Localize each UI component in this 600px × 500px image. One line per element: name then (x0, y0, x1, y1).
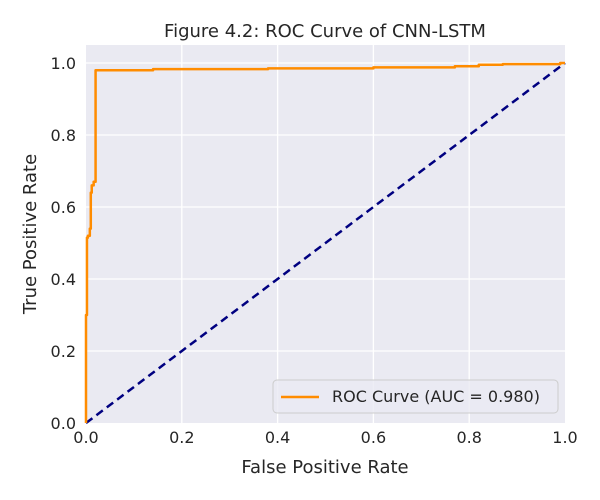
y-tick-label: 0.4 (51, 270, 76, 289)
legend-label-roc: ROC Curve (AUC = 0.980) (332, 387, 540, 406)
y-tick-label: 0.0 (51, 414, 76, 433)
roc-curve-line (84, 61, 565, 423)
y-axis-label: True Positive Rate (20, 154, 41, 315)
x-tick-label: 0.0 (73, 428, 98, 447)
y-tick-label: 0.2 (51, 342, 76, 361)
x-tick-label: 0.4 (265, 428, 290, 447)
x-tick-label: 0.2 (169, 428, 194, 447)
series-layer (84, 61, 566, 424)
x-tick-label: 0.8 (456, 428, 481, 447)
chart-title: Figure 4.2: ROC Curve of CNN-LSTM (164, 21, 486, 42)
legend-box (272, 379, 559, 414)
y-tick-label: 0.8 (51, 126, 76, 145)
x-axis-ticks: 0.0 0.2 0.4 0.6 0.8 1.0 (73, 428, 577, 447)
x-tick-label: 1.0 (552, 428, 577, 447)
legend: ROC Curve (AUC = 0.980) (272, 379, 559, 414)
grid (86, 45, 565, 423)
diagonal-reference-line (85, 62, 566, 424)
plot-area (86, 45, 565, 423)
y-tick-label: 0.6 (51, 198, 76, 217)
x-tick-label: 0.6 (361, 428, 386, 447)
x-axis-label: False Positive Rate (241, 457, 408, 478)
y-tick-label: 1.0 (51, 54, 76, 73)
y-axis-ticks: 0.0 0.2 0.4 0.6 0.8 1.0 (51, 54, 76, 433)
